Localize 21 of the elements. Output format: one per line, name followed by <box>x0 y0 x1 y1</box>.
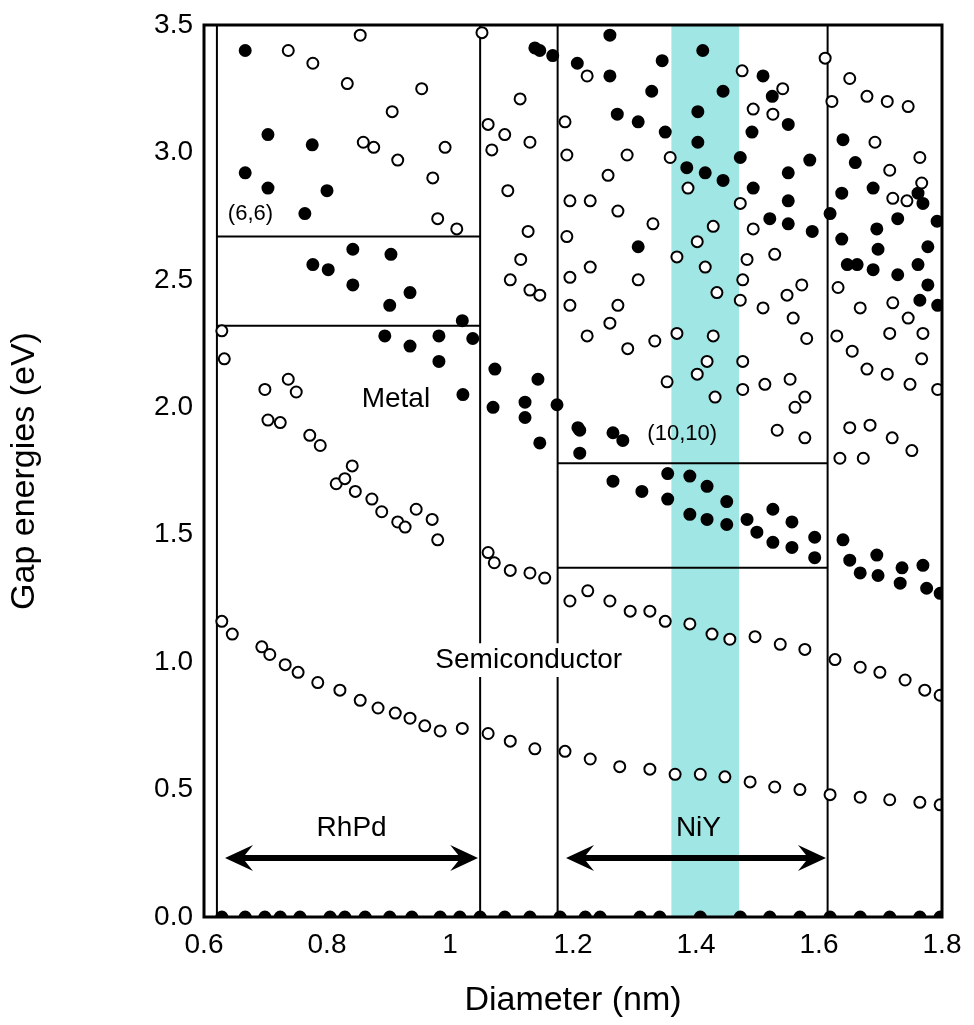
annotation: Semiconductor <box>435 642 623 674</box>
y-tick-label: 1.0 <box>154 644 193 676</box>
x-tick-label: 1.8 <box>922 927 962 959</box>
x-tick-label: 1.2 <box>553 927 593 959</box>
y-tick-label: 2.5 <box>154 262 193 294</box>
x-tick-label: 1.6 <box>799 927 839 959</box>
annotation: RhPd <box>316 810 387 842</box>
y-tick-label: 3.0 <box>154 135 193 167</box>
y-tick-label: 3.5 <box>154 7 193 39</box>
y-axis-title: Gap energies (eV) <box>2 332 41 610</box>
x-tick-label: 0.8 <box>307 927 347 959</box>
x-tick-label: 1.4 <box>676 927 716 959</box>
y-tick-label: 0.5 <box>154 772 193 804</box>
annotation: (6,6) <box>227 200 274 226</box>
y-tick-label: 1.5 <box>154 517 193 549</box>
x-tick-label: 1 <box>442 927 458 959</box>
annotation: (10,10) <box>647 420 718 446</box>
x-axis-title: Diameter (nm) <box>464 978 682 1017</box>
y-tick-label: 2.0 <box>154 390 193 421</box>
annotation: NiY <box>675 810 722 842</box>
annotation: Metal <box>361 382 431 414</box>
